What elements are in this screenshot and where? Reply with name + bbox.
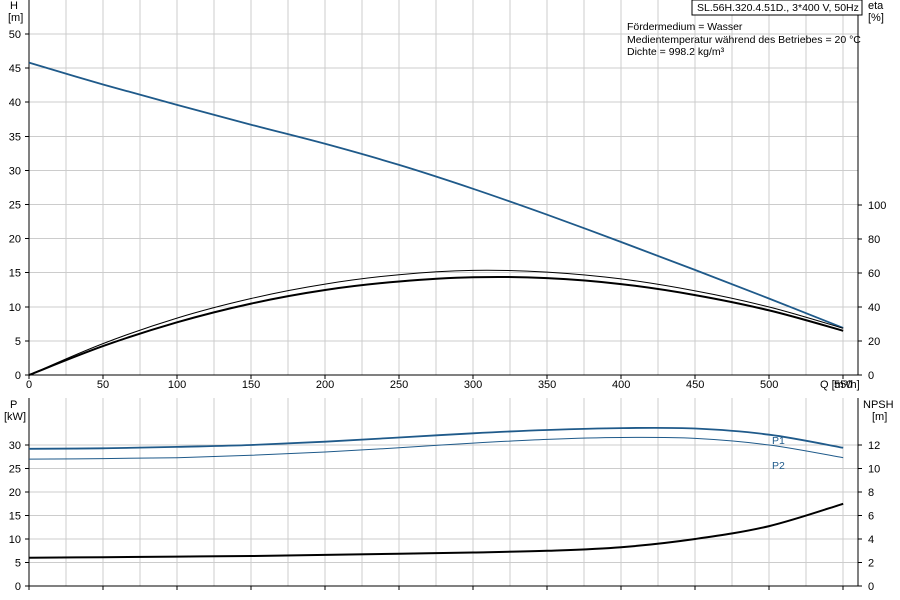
x-tick-label: 250 [390,379,408,391]
info-temperature: Medientemperatur während des Betriebes =… [627,34,861,46]
y-right-tick-label: 80 [868,234,880,246]
y-left-tick-label: 25 [9,200,21,212]
x-tick-label: 0 [26,379,32,391]
y-left-tick-label: 50 [9,29,21,41]
info-medium: Fördermedium = Wasser [627,21,743,33]
y-right-tick-label: 0 [868,581,874,593]
y-left-tick-label: 10 [9,534,21,546]
head-efficiency-panel: 0 50 100 150 200 250 300 350 400 450 500 5500510152… [9,0,886,391]
y-right-unit-top: [%] [868,12,884,24]
y-left-tick-label: 25 [9,464,21,476]
x-tick-label: 450 [686,379,704,391]
x-tick-label: 550 [834,379,852,391]
series-line-0-2 [28,275,844,376]
y-right-tick-label: 8 [868,487,874,499]
y-left-tick-label: 5 [15,558,21,570]
y-left-tick-label: 30 [9,440,21,452]
y-right-tick-label: 20 [868,336,880,348]
y-right-tick-label: 10 [868,464,880,476]
y-right-label-top: eta [868,0,884,12]
y-left-tick-label: 10 [9,302,21,314]
y-left-tick-label: 45 [9,63,21,75]
power-npsh-panel: 0 5 10 15 20 25 30 0 2 4 6 8 10 12 [9,398,880,593]
y-right-tick-label: 4 [868,534,874,546]
x-tick-label: 300 [464,379,482,391]
series-p2-line [28,436,844,460]
y-right-unit-bottom: [m] [872,411,887,423]
x-tick-label: 500 [760,379,778,391]
x-axis-label: Q [m³/h] [820,379,860,391]
y-right-tick-label: 60 [868,268,880,280]
title-box [691,0,863,16]
x-tick-label: 200 [316,379,334,391]
y-left-tick-label: 35 [9,131,21,143]
chart-title: SL.56H.320.4.51D., 3*400 V, 50Hz [697,2,859,14]
x-tick-label: 400 [612,379,630,391]
info-density: Dichte = 998.2 kg/m³ [627,46,725,58]
y-left-tick-label: 0 [15,581,21,593]
series-line-1-2 [28,502,844,559]
y-right-tick-label: 2 [868,558,874,570]
series-line-0-0 [28,61,844,329]
y-right-tick-label: 100 [868,200,886,212]
y-left-tick-label: 20 [9,234,21,246]
x-tick-label: 150 [242,379,260,391]
y-left-tick-label: 40 [9,97,21,109]
series-label-p2: P2 [772,460,785,472]
y-left-tick-label: 5 [15,336,21,348]
y-left-label-top: H [10,0,18,12]
y-left-tick-label: 15 [9,268,21,280]
y-right-tick-label: 40 [868,302,880,314]
series-label-p1: P1 [772,435,785,447]
y-left-tick-label: 15 [9,511,21,523]
x-tick-label: 100 [168,379,186,391]
x-tick-label: 350 [538,379,556,391]
series-line-0-1 [28,269,844,376]
series-p1-line [28,426,844,450]
y-left-tick-label: 20 [9,487,21,499]
y-left-label-bottom: P [10,399,17,411]
x-tick-label: 50 [97,379,109,391]
y-right-tick-label: 0 [868,370,874,382]
y-left-unit-top: [m] [8,12,23,24]
y-left-unit-bottom: [kW] [4,411,26,423]
y-left-tick-label: 30 [9,165,21,177]
y-right-tick-label: 12 [868,440,880,452]
y-right-label-bottom: NPSH [863,399,894,411]
y-right-tick-label: 6 [868,511,874,523]
y-left-tick-label: 0 [15,370,21,382]
